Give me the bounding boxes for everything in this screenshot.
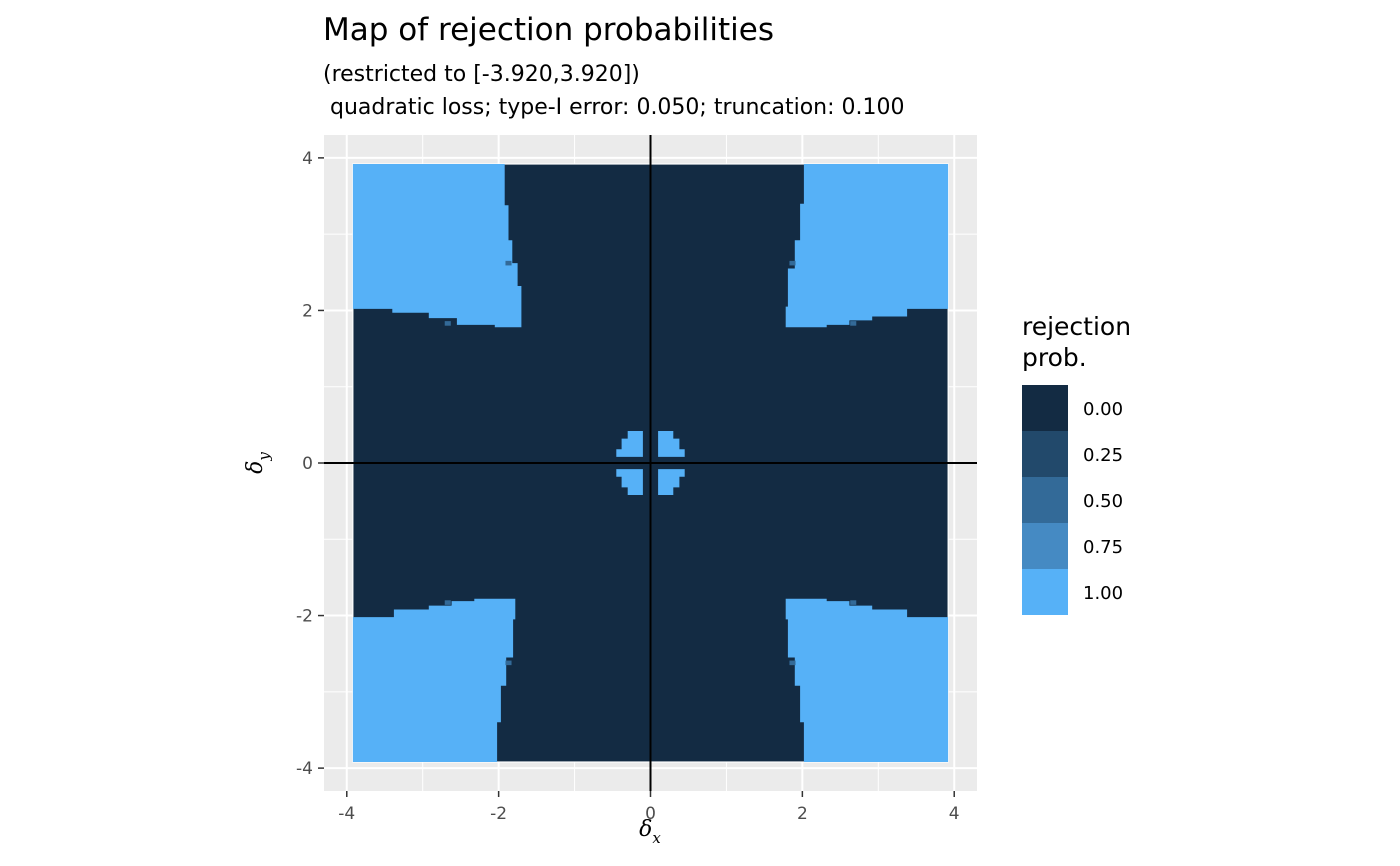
transition-cell <box>505 660 512 666</box>
transition-cell <box>789 660 796 666</box>
y-axis-title-subscript: y <box>255 452 273 462</box>
x-tick-label: -2 <box>490 804 507 824</box>
y-tick-label: -4 <box>296 759 313 779</box>
legend-key-swatch <box>1022 569 1068 615</box>
legend-key-swatch <box>1022 523 1068 569</box>
y-tick-label: -2 <box>296 607 313 627</box>
transition-cell <box>505 260 512 266</box>
x-tick-label: 0 <box>645 804 656 824</box>
y-tick-label: 0 <box>302 454 313 474</box>
region-corner-top-left <box>352 164 522 328</box>
region-center-top-left <box>616 431 643 457</box>
transition-cell <box>444 321 451 326</box>
region-corner-bottom-right <box>785 598 949 762</box>
y-axis-title-symbol: δ <box>243 461 268 474</box>
x-axis-title-symbol: δ <box>639 817 652 842</box>
region-center-top-right <box>658 431 685 457</box>
reference-lines <box>324 135 977 791</box>
x-axis-ticks: -4 -2 0 2 4 <box>338 791 960 824</box>
legend-key-label: 0.25 <box>1083 445 1123 466</box>
legend-key-swatch <box>1022 385 1068 431</box>
x-axis-title-subscript: x <box>652 829 661 847</box>
legend-key-label: 0.00 <box>1083 399 1123 420</box>
chart-title: Map of rejection probabilities <box>323 12 774 48</box>
legend-key-swatch <box>1022 431 1068 477</box>
legend-title-line-1: rejection <box>1022 312 1131 341</box>
legend-key-label: 1.00 <box>1083 583 1123 604</box>
legend-key-label: 0.50 <box>1083 491 1123 512</box>
region-center-bottom-left <box>616 469 643 495</box>
x-tick-label: -4 <box>338 804 355 824</box>
legend-keys: 0.00 0.25 0.50 0.75 1.00 <box>1022 385 1123 615</box>
transition-cell <box>850 321 857 326</box>
y-axis-title: δy <box>243 452 273 474</box>
heatmap-transition-cells <box>444 260 857 666</box>
transition-cell <box>850 600 857 605</box>
x-tick-label: 4 <box>949 804 960 824</box>
heatmap-regions <box>352 164 949 762</box>
x-tick-label: 2 <box>797 804 808 824</box>
region-center-bottom-right <box>658 469 685 495</box>
chart-subtitle-line-2: quadratic loss; type-I error: 0.050; tru… <box>323 95 905 120</box>
legend: rejection prob. 0.00 0.25 0.50 0.75 1.00 <box>1022 312 1131 615</box>
region-corner-top-right <box>785 164 949 328</box>
x-axis-title: δx <box>639 817 661 847</box>
legend-title-line-2: prob. <box>1022 343 1087 372</box>
transition-cell <box>789 260 796 266</box>
legend-key-swatch <box>1022 477 1068 523</box>
y-tick-label: 4 <box>302 149 313 169</box>
y-axis-ticks: -4 -2 0 2 4 <box>296 149 324 779</box>
chart-subtitle-line-1: (restricted to [-3.920,3.920]) <box>323 62 640 87</box>
transition-cell <box>444 600 451 605</box>
region-corner-bottom-left <box>352 598 516 762</box>
legend-key-label: 0.75 <box>1083 537 1123 558</box>
y-tick-label: 2 <box>302 301 313 321</box>
